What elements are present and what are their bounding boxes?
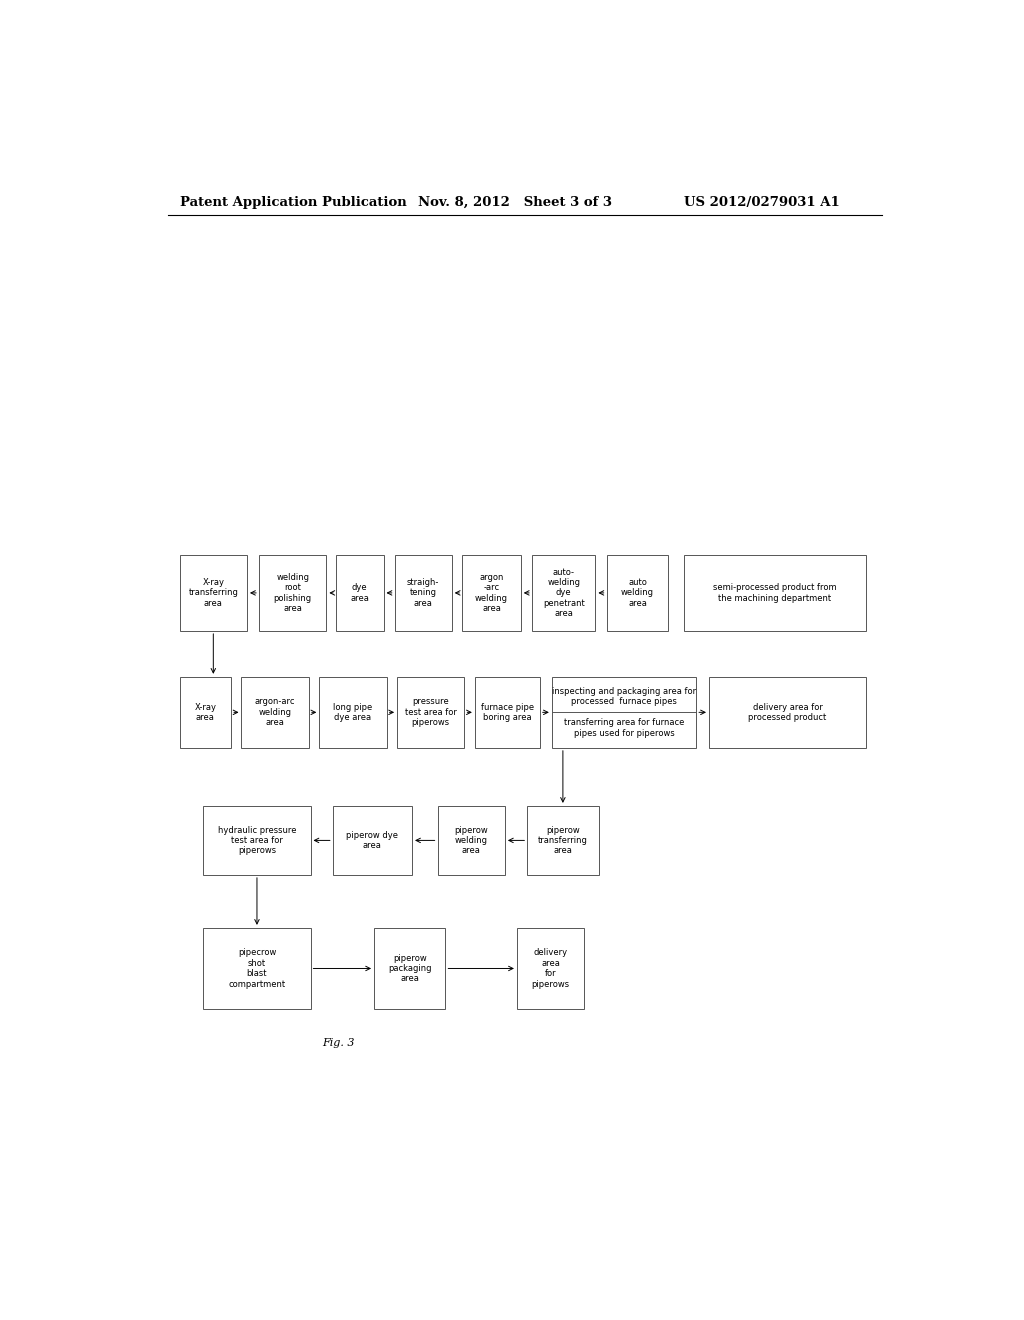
Bar xyxy=(204,805,310,875)
Text: Nov. 8, 2012   Sheet 3 of 3: Nov. 8, 2012 Sheet 3 of 3 xyxy=(418,195,611,209)
Bar xyxy=(204,928,310,1008)
Text: welding
root
polishing
area: welding root polishing area xyxy=(273,573,311,612)
Text: inspecting and packaging area for
processed  furnace pipes

transferring area fo: inspecting and packaging area for proces… xyxy=(552,686,696,738)
Text: argon-arc
welding
area: argon-arc welding area xyxy=(255,697,296,727)
Bar xyxy=(319,677,387,748)
Bar xyxy=(475,677,540,748)
Text: pressure
test area for
piperows: pressure test area for piperows xyxy=(404,697,457,727)
Bar xyxy=(531,554,595,631)
Bar xyxy=(336,554,384,631)
Text: auto
welding
area: auto welding area xyxy=(621,578,654,607)
Text: Fig. 3: Fig. 3 xyxy=(323,1038,354,1048)
Bar xyxy=(462,554,521,631)
Text: piperow dye
area: piperow dye area xyxy=(346,830,398,850)
Text: long pipe
dye area: long pipe dye area xyxy=(334,702,373,722)
Bar xyxy=(517,928,585,1008)
Text: auto-
welding
dye
penetrant
area: auto- welding dye penetrant area xyxy=(543,568,585,618)
Bar xyxy=(552,677,696,748)
Text: US 2012/0279031 A1: US 2012/0279031 A1 xyxy=(684,195,840,209)
Bar xyxy=(394,554,452,631)
Bar xyxy=(179,677,231,748)
Bar xyxy=(333,805,412,875)
Text: Patent Application Publication: Patent Application Publication xyxy=(179,195,407,209)
Text: pipecrow
shot
blast
compartment: pipecrow shot blast compartment xyxy=(228,948,286,989)
Text: delivery
area
for
piperows: delivery area for piperows xyxy=(531,948,569,989)
Text: X-ray
area: X-ray area xyxy=(195,702,216,722)
Text: semi-processed product from
the machining department: semi-processed product from the machinin… xyxy=(713,583,837,603)
Text: dye
area: dye area xyxy=(350,583,370,603)
Text: piperow
transferring
area: piperow transferring area xyxy=(538,825,588,855)
Bar xyxy=(374,928,445,1008)
Text: X-ray
transferring
area: X-ray transferring area xyxy=(188,578,239,607)
Bar xyxy=(606,554,669,631)
Bar xyxy=(397,677,465,748)
Text: argon
-arc
welding
area: argon -arc welding area xyxy=(475,573,508,612)
Text: piperow
packaging
area: piperow packaging area xyxy=(388,953,431,983)
Text: delivery area for
processed product: delivery area for processed product xyxy=(749,702,826,722)
Text: straigh-
tening
area: straigh- tening area xyxy=(407,578,439,607)
Bar xyxy=(527,805,599,875)
Text: furnace pipe
boring area: furnace pipe boring area xyxy=(481,702,534,722)
Bar xyxy=(684,554,866,631)
Bar xyxy=(242,677,309,748)
Bar xyxy=(259,554,327,631)
Text: piperow
welding
area: piperow welding area xyxy=(455,825,488,855)
Bar xyxy=(437,805,505,875)
Bar xyxy=(709,677,866,748)
Text: hydraulic pressure
test area for
piperows: hydraulic pressure test area for piperow… xyxy=(218,825,296,855)
Bar xyxy=(179,554,247,631)
